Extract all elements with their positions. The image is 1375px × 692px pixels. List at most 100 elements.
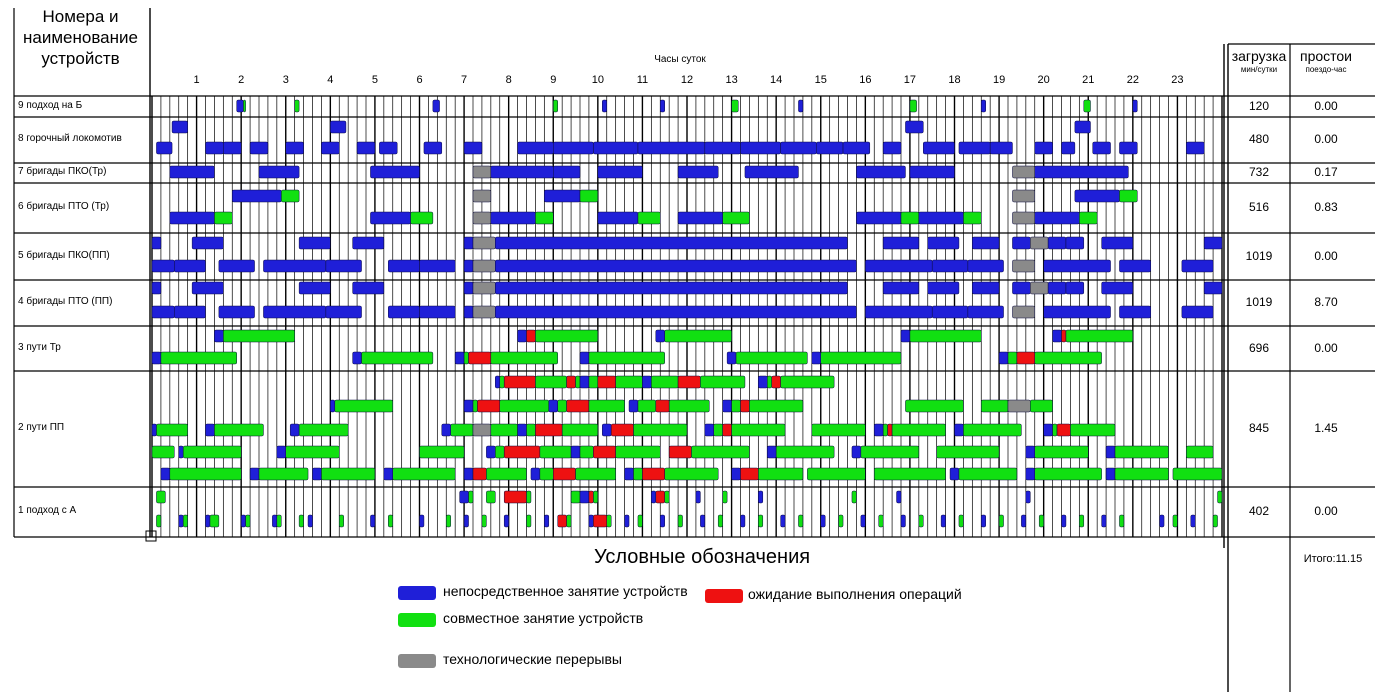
gantt-segment bbox=[205, 423, 215, 437]
gantt-segment bbox=[780, 375, 835, 389]
gantt-segment bbox=[330, 399, 336, 413]
legend-label-waiting: ожидание выполнения операций bbox=[748, 586, 962, 602]
gantt-segment bbox=[169, 165, 215, 179]
gantt-segment bbox=[731, 399, 741, 413]
gantt-segment bbox=[370, 165, 420, 179]
gantt-segment bbox=[156, 514, 162, 528]
gantt-segment bbox=[655, 399, 670, 413]
hour-tick-label: 20 bbox=[1037, 74, 1050, 86]
gantt-segment bbox=[735, 351, 808, 365]
gantt-segment bbox=[450, 423, 474, 437]
gantt-segment bbox=[446, 514, 451, 528]
gantt-segment bbox=[588, 375, 599, 389]
gantt-segment bbox=[151, 445, 175, 459]
gantt-segment bbox=[860, 514, 866, 528]
gantt-segment bbox=[651, 375, 679, 389]
gantt-segment bbox=[236, 99, 244, 113]
gantt-segment bbox=[940, 514, 946, 528]
gantt-segment bbox=[624, 514, 630, 528]
gantt-segment bbox=[272, 514, 278, 528]
idle-value: 0.00 bbox=[1314, 504, 1338, 518]
gantt-segment bbox=[330, 120, 347, 134]
hour-tick-label: 16 bbox=[859, 74, 872, 86]
idle-column-header: простои поездо-час bbox=[1291, 49, 1361, 76]
gantt-segment bbox=[526, 490, 532, 504]
gantt-segment bbox=[209, 514, 220, 528]
device-row-label: 9 подход на Б bbox=[18, 99, 83, 111]
gantt-segment bbox=[1101, 514, 1107, 528]
gantt-segment bbox=[758, 490, 764, 504]
gantt-segment bbox=[874, 423, 884, 437]
gantt-segment bbox=[321, 141, 340, 155]
gantt-segment bbox=[740, 141, 781, 155]
gantt-segment bbox=[588, 490, 594, 504]
gantt-segment bbox=[660, 514, 665, 528]
gantt-segment bbox=[388, 305, 420, 319]
gantt-segment bbox=[597, 211, 639, 225]
gantt-segment bbox=[249, 467, 260, 481]
gantt-segment bbox=[1030, 281, 1049, 295]
gantt-segment bbox=[535, 211, 554, 225]
load-value: 480 bbox=[1248, 132, 1270, 146]
gantt-segment bbox=[851, 445, 862, 459]
gantt-segment bbox=[539, 445, 572, 459]
gantt-segment bbox=[816, 141, 844, 155]
gantt-segment bbox=[758, 467, 804, 481]
gantt-segment bbox=[989, 141, 1013, 155]
gantt-segment bbox=[526, 329, 536, 343]
gantt-segment bbox=[151, 305, 175, 319]
gantt-segment bbox=[722, 490, 728, 504]
gantt-segment bbox=[383, 467, 394, 481]
corner-marker bbox=[145, 530, 157, 542]
gantt-segment bbox=[664, 467, 719, 481]
gantt-segment bbox=[758, 514, 764, 528]
gantt-segment bbox=[388, 259, 420, 273]
hour-tick-label: 13 bbox=[725, 74, 738, 86]
gantt-segment bbox=[490, 211, 536, 225]
gantt-segment bbox=[472, 165, 492, 179]
gantt-segment bbox=[740, 467, 759, 481]
gantt-segment bbox=[1012, 305, 1035, 319]
gantt-segment bbox=[535, 329, 599, 343]
gantt-segment bbox=[713, 423, 723, 437]
gantt-segment bbox=[767, 445, 777, 459]
gantt-segment bbox=[205, 514, 211, 528]
gantt-segment bbox=[963, 423, 1022, 437]
gantt-segment bbox=[1186, 445, 1214, 459]
gantt-segment bbox=[423, 141, 443, 155]
gantt-segment bbox=[691, 445, 750, 459]
idle-value: 0.00 bbox=[1314, 340, 1338, 355]
devices-title-line-2: наименование bbox=[23, 28, 138, 47]
gantt-segment bbox=[918, 211, 964, 225]
device-row-label: 6 бригады ПТО (Тр) bbox=[18, 201, 110, 212]
gantt-segment bbox=[463, 399, 474, 413]
devices-title-line-3: устройств bbox=[41, 49, 120, 68]
gantt-segment bbox=[463, 514, 469, 528]
gantt-segment bbox=[191, 281, 224, 295]
gantt-segment bbox=[243, 99, 246, 113]
gantt-segment bbox=[896, 490, 902, 504]
gantt-segment bbox=[566, 514, 572, 528]
gantt-segment bbox=[771, 375, 781, 389]
gantt-segment bbox=[463, 236, 474, 250]
gantt-segment bbox=[463, 141, 483, 155]
gantt-segment bbox=[865, 305, 933, 319]
gantt-segment bbox=[981, 514, 986, 528]
gantt-segment bbox=[499, 399, 550, 413]
gantt-segment bbox=[1186, 141, 1205, 155]
load-value: 845 bbox=[1248, 421, 1270, 435]
gantt-segment bbox=[1034, 467, 1102, 481]
hour-tick-label: 21 bbox=[1082, 74, 1095, 86]
gantt-segment bbox=[285, 141, 304, 155]
devices-title-line-1: Номера и bbox=[42, 7, 119, 26]
gantt-segment bbox=[419, 259, 456, 273]
gantt-segment bbox=[1016, 351, 1036, 365]
gantt-segment bbox=[628, 399, 639, 413]
gantt-segment bbox=[191, 236, 224, 250]
gantt-segment bbox=[1070, 423, 1116, 437]
gantt-segment bbox=[544, 189, 581, 203]
gantt-segment bbox=[579, 189, 599, 203]
gantt-segment bbox=[602, 423, 612, 437]
hour-tick-label: 1 bbox=[193, 74, 200, 86]
gantt-segment bbox=[1061, 329, 1067, 343]
